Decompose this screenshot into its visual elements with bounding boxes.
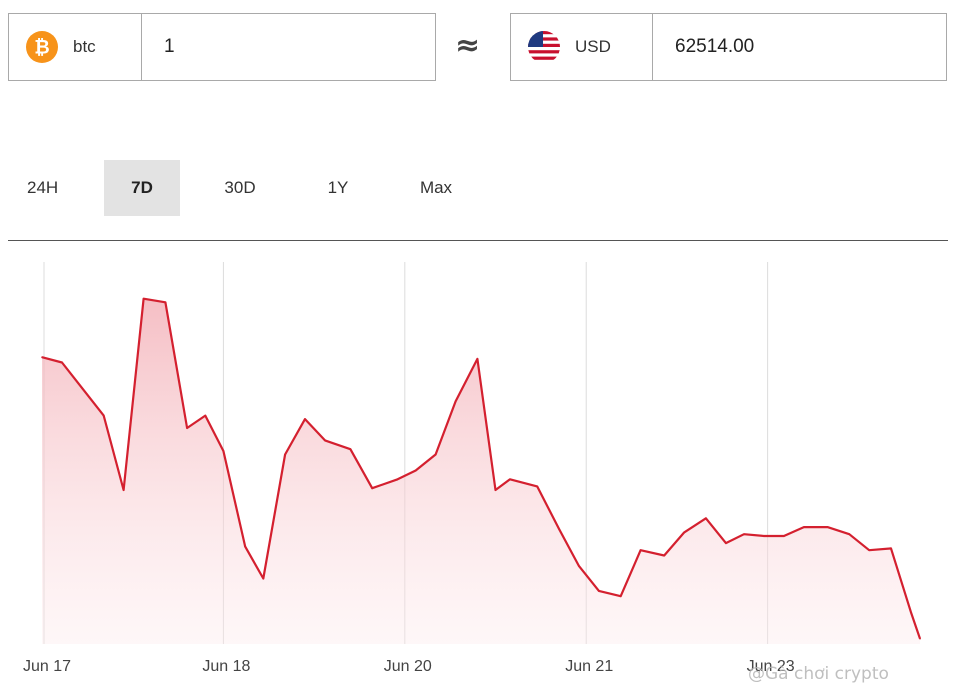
tab-30d[interactable]: 30D <box>224 178 256 197</box>
price-point <box>262 577 265 580</box>
to-currency-selector[interactable]: USD <box>511 14 653 80</box>
price-point <box>705 517 707 520</box>
range-tabs: 24H 7D 30D 1Y Max <box>8 160 496 216</box>
price-point <box>414 469 417 472</box>
price-point <box>164 301 167 304</box>
price-point <box>848 533 851 536</box>
price-point <box>683 531 685 534</box>
from-currency-selector[interactable]: ₿ btc <box>9 14 142 80</box>
to-amount-input[interactable]: 62514.00 <box>675 36 755 57</box>
to-currency-code: USD <box>575 37 611 56</box>
price-point <box>826 526 829 528</box>
price-point <box>371 487 373 489</box>
price-point <box>244 545 246 548</box>
price-point <box>598 590 600 592</box>
price-point <box>743 533 745 536</box>
x-tick-label: Jun 23 <box>747 658 795 675</box>
tab-1y[interactable]: 1Y <box>327 178 349 197</box>
price-point <box>454 400 457 403</box>
price-point <box>578 565 580 567</box>
x-tick-label: Jun 20 <box>384 658 432 675</box>
x-tick-label: Jun 21 <box>565 658 613 675</box>
watermark: @Gà chơi crypto <box>748 664 889 684</box>
bitcoin-icon: ₿ <box>26 31 58 63</box>
price-point <box>663 554 666 557</box>
from-amount-input[interactable]: 1 <box>164 36 175 57</box>
price-point <box>324 439 326 442</box>
price-point <box>61 361 63 364</box>
price-point <box>536 485 539 488</box>
from-currency-box: ₿ btc 1 <box>8 13 436 81</box>
price-point <box>619 595 622 597</box>
price-point <box>349 448 352 451</box>
price-point <box>41 356 43 358</box>
price-point <box>204 414 207 417</box>
price-point <box>890 547 892 550</box>
price-point <box>868 549 871 551</box>
tab-24h[interactable]: 24H <box>27 178 59 197</box>
approx-symbol: ≈ <box>455 28 481 63</box>
price-point <box>763 535 765 537</box>
price-point <box>304 418 306 420</box>
price-point <box>919 637 921 640</box>
price-point <box>803 526 805 528</box>
tab-7d[interactable]: 7D <box>104 160 180 216</box>
us-flag-icon <box>528 31 560 63</box>
tab-max[interactable]: Max <box>419 178 453 197</box>
price-point <box>142 297 145 300</box>
x-tick-label: Jun 17 <box>23 658 71 675</box>
price-point <box>910 611 912 613</box>
price-area <box>42 298 920 644</box>
price-point <box>434 453 437 456</box>
price-point <box>222 450 225 452</box>
price-point <box>476 358 479 360</box>
price-point <box>284 453 286 456</box>
price-point <box>494 489 497 491</box>
to-currency-box: USD 62514.00 <box>510 13 947 81</box>
svg-text:₿: ₿ <box>34 37 49 59</box>
price-point <box>725 542 727 544</box>
price-point <box>396 478 399 481</box>
price-point <box>122 489 125 491</box>
price-point <box>509 478 511 481</box>
from-currency-code: btc <box>73 37 96 56</box>
price-point <box>558 528 560 530</box>
price-point <box>102 414 105 417</box>
tabs-divider <box>8 240 948 241</box>
price-point <box>186 427 188 429</box>
price-point <box>783 535 785 537</box>
price-chart: Jun 17 Jun 18 Jun 20 Jun 21 Jun 23 <box>23 262 922 675</box>
price-point <box>639 549 642 551</box>
x-tick-label: Jun 18 <box>202 658 250 675</box>
